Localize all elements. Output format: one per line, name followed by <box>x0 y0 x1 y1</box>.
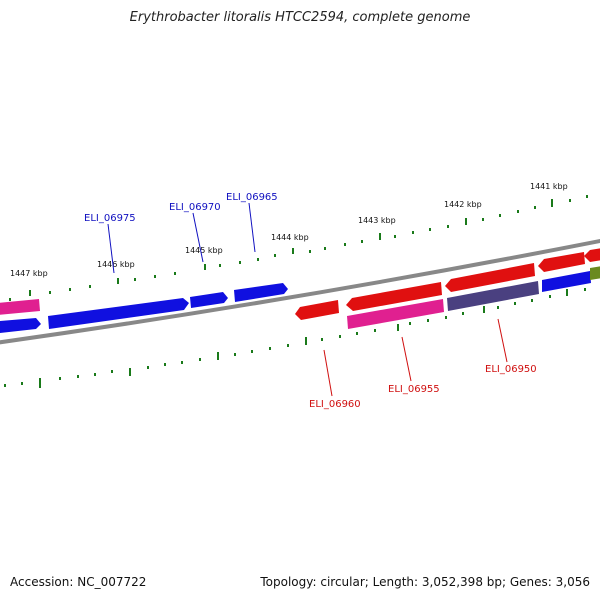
gene-olive-arrow[interactable] <box>590 266 600 280</box>
forward-gene-arrow[interactable] <box>0 318 41 333</box>
tick-label-1442: 1442 kbp <box>444 200 482 209</box>
gene-label-ELI_06955[interactable]: ELI_06955 <box>388 384 440 395</box>
tick-label-1444: 1444 kbp <box>271 233 309 242</box>
map-title: Erythrobacter litoralis HTCC2594, comple… <box>129 10 471 25</box>
tick-label-1441: 1441 kbp <box>530 182 568 191</box>
gene-label-ELI_06975[interactable]: ELI_06975 <box>84 213 136 224</box>
leader-line-ELI_06975 <box>107 223 115 274</box>
accession-text: Accession: NC_007722 <box>10 575 147 589</box>
reverse-gene-arrow[interactable] <box>584 248 600 262</box>
gene-blue-arrow[interactable] <box>542 271 591 292</box>
leader-line-ELI_06960 <box>323 349 333 397</box>
gene-ELI_06965-arrow[interactable] <box>234 283 288 302</box>
tick-label-1443: 1443 kbp <box>358 216 396 225</box>
genome-backbone <box>0 238 600 345</box>
leader-line-ELI_06970 <box>192 212 204 263</box>
tick-label-1445: 1445 kbp <box>185 246 223 255</box>
inner-tick-ring <box>4 288 586 388</box>
gene-ELI_06970-arrow[interactable] <box>190 292 228 308</box>
outer-tick-ring <box>9 195 588 301</box>
genome-summary-text: Topology: circular; Length: 3,052,398 bp… <box>260 575 590 589</box>
leader-line-ELI_06950 <box>497 318 508 363</box>
leader-line-ELI_06955 <box>401 336 412 382</box>
gene-pink-arrow[interactable] <box>347 299 444 329</box>
forward-gene-arrow[interactable] <box>48 298 189 329</box>
gene-label-ELI_06965[interactable]: ELI_06965 <box>226 192 278 203</box>
gene-ELI_06960-arrow[interactable] <box>295 300 339 320</box>
gene-ELI_06950-arrow[interactable] <box>445 263 535 292</box>
gene-purple-arrow[interactable] <box>447 281 539 311</box>
gene-label-ELI_06970[interactable]: ELI_06970 <box>169 202 221 213</box>
reverse-gene-arrow[interactable] <box>538 252 585 272</box>
tick-label-1447: 1447 kbp <box>10 269 48 278</box>
leader-line-ELI_06965 <box>248 202 256 253</box>
forward-gene-pink[interactable] <box>0 299 40 315</box>
tick-label-1446: 1446 kbp <box>97 260 135 269</box>
gene-ELI_06955-arrow[interactable] <box>346 282 442 311</box>
gene-label-ELI_06950[interactable]: ELI_06950 <box>485 364 537 375</box>
gene-label-ELI_06960[interactable]: ELI_06960 <box>309 399 361 410</box>
